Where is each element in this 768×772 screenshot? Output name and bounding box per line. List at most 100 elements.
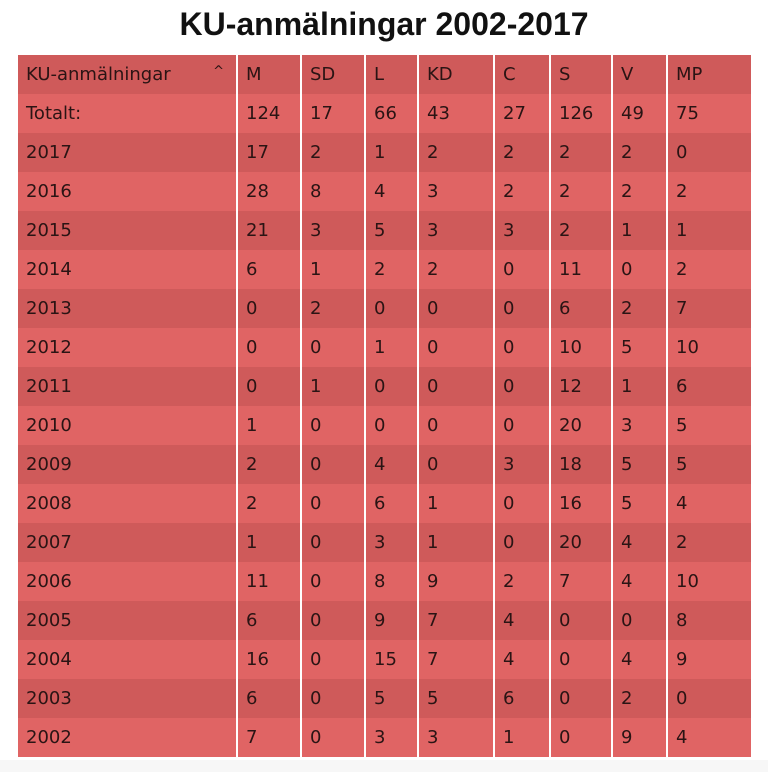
value-cell: 2 — [611, 133, 667, 172]
value-cell: 75 — [666, 94, 751, 133]
value-cell: 2 — [300, 289, 365, 328]
row-label-cell: 2004 — [18, 640, 237, 679]
value-cell: 66 — [364, 94, 418, 133]
value-cell: 0 — [300, 562, 365, 601]
value-cell: 3 — [417, 172, 494, 211]
value-cell: 6 — [549, 289, 612, 328]
value-cell: 2 — [611, 172, 667, 211]
value-cell: 2 — [611, 679, 667, 718]
value-cell: 0 — [364, 289, 418, 328]
value-cell: 2 — [493, 133, 550, 172]
column-header-mp[interactable]: MP — [666, 55, 751, 94]
table-row: 2012 0 0 1 0 0 10 5 10 — [18, 328, 751, 367]
value-cell: 4 — [493, 640, 550, 679]
value-cell: 0 — [417, 445, 494, 484]
value-cell: 9 — [364, 601, 418, 640]
table-row: 2013 0 2 0 0 0 6 2 7 — [18, 289, 751, 328]
column-header-label: MP — [676, 64, 703, 85]
table-row: 2005 6 0 9 7 4 0 0 8 — [18, 601, 751, 640]
row-label-cell: 2013 — [18, 289, 237, 328]
column-header-m[interactable]: M — [236, 55, 301, 94]
value-cell: 8 — [364, 562, 418, 601]
value-cell: 4 — [611, 562, 667, 601]
value-cell: 43 — [417, 94, 494, 133]
column-header-label: KD — [427, 64, 453, 85]
column-header-s[interactable]: S — [549, 55, 612, 94]
value-cell: 0 — [611, 250, 667, 289]
value-cell: 6 — [236, 601, 301, 640]
data-table: KU-anmälningar ^ M SD L KD C S V MP Totalt: 124 17 6… — [18, 55, 751, 757]
row-label-cell: 2002 — [18, 718, 237, 757]
column-header-l[interactable]: L — [364, 55, 418, 94]
value-cell: 18 — [549, 445, 612, 484]
value-cell: 7 — [417, 601, 494, 640]
column-header-c[interactable]: C — [493, 55, 550, 94]
column-header-ku-anmalningar[interactable]: KU-anmälningar ^ — [18, 55, 237, 94]
value-cell: 2 — [364, 250, 418, 289]
table-row: 2016 28 8 4 3 2 2 2 2 — [18, 172, 751, 211]
value-cell: 0 — [493, 367, 550, 406]
value-cell: 1 — [417, 484, 494, 523]
value-cell: 9 — [417, 562, 494, 601]
chevron-up-icon[interactable]: ^ — [213, 64, 224, 79]
table-row: 2017 17 2 1 2 2 2 2 0 — [18, 133, 751, 172]
value-cell: 0 — [364, 367, 418, 406]
table-body: Totalt: 124 17 66 43 27 126 49 75 2017 17 2 1 2 2 2 2 0 20… — [18, 94, 751, 757]
column-header-sd[interactable]: SD — [300, 55, 365, 94]
value-cell: 6 — [493, 679, 550, 718]
value-cell: 0 — [417, 367, 494, 406]
value-cell: 0 — [300, 328, 365, 367]
row-label-cell: 2008 — [18, 484, 237, 523]
value-cell: 4 — [611, 523, 667, 562]
value-cell: 3 — [417, 211, 494, 250]
value-cell: 0 — [300, 406, 365, 445]
column-header-label: KU-anmälningar — [26, 64, 171, 85]
value-cell: 2 — [549, 211, 612, 250]
row-label-cell: 2007 — [18, 523, 237, 562]
column-header-label: S — [559, 64, 571, 85]
value-cell: 1 — [364, 133, 418, 172]
value-cell: 5 — [666, 406, 751, 445]
value-cell: 0 — [549, 601, 612, 640]
value-cell: 20 — [549, 406, 612, 445]
value-cell: 1 — [364, 328, 418, 367]
row-label-cell: 2003 — [18, 679, 237, 718]
value-cell: 3 — [493, 211, 550, 250]
table-row: 2015 21 3 5 3 3 2 1 1 — [18, 211, 751, 250]
row-label-cell: 2015 — [18, 211, 237, 250]
column-header-v[interactable]: V — [611, 55, 667, 94]
value-cell: 2 — [236, 445, 301, 484]
value-cell: 5 — [417, 679, 494, 718]
row-label-cell: 2016 — [18, 172, 237, 211]
table-row: 2010 1 0 0 0 0 20 3 5 — [18, 406, 751, 445]
value-cell: 2 — [236, 484, 301, 523]
row-label-cell: 2005 — [18, 601, 237, 640]
value-cell: 0 — [300, 640, 365, 679]
value-cell: 3 — [417, 718, 494, 757]
value-cell: 0 — [300, 445, 365, 484]
value-cell: 3 — [611, 406, 667, 445]
table-row: 2004 16 0 15 7 4 0 4 9 — [18, 640, 751, 679]
value-cell: 10 — [666, 328, 751, 367]
value-cell: 1 — [417, 523, 494, 562]
value-cell: 3 — [300, 211, 365, 250]
value-cell: 0 — [493, 289, 550, 328]
value-cell: 8 — [300, 172, 365, 211]
value-cell: 4 — [493, 601, 550, 640]
value-cell: 0 — [666, 133, 751, 172]
column-header-kd[interactable]: KD — [417, 55, 494, 94]
value-cell: 6 — [666, 367, 751, 406]
value-cell: 0 — [300, 484, 365, 523]
value-cell: 1 — [611, 367, 667, 406]
value-cell: 6 — [236, 250, 301, 289]
value-cell: 0 — [417, 328, 494, 367]
table-row: 2003 6 0 5 5 6 0 2 0 — [18, 679, 751, 718]
value-cell: 5 — [611, 484, 667, 523]
value-cell: 0 — [493, 523, 550, 562]
value-cell: 0 — [666, 679, 751, 718]
header-row: KU-anmälningar ^ M SD L KD C S V MP — [18, 55, 751, 94]
value-cell: 0 — [493, 328, 550, 367]
value-cell: 8 — [666, 601, 751, 640]
value-cell: 3 — [364, 718, 418, 757]
value-cell: 6 — [236, 679, 301, 718]
